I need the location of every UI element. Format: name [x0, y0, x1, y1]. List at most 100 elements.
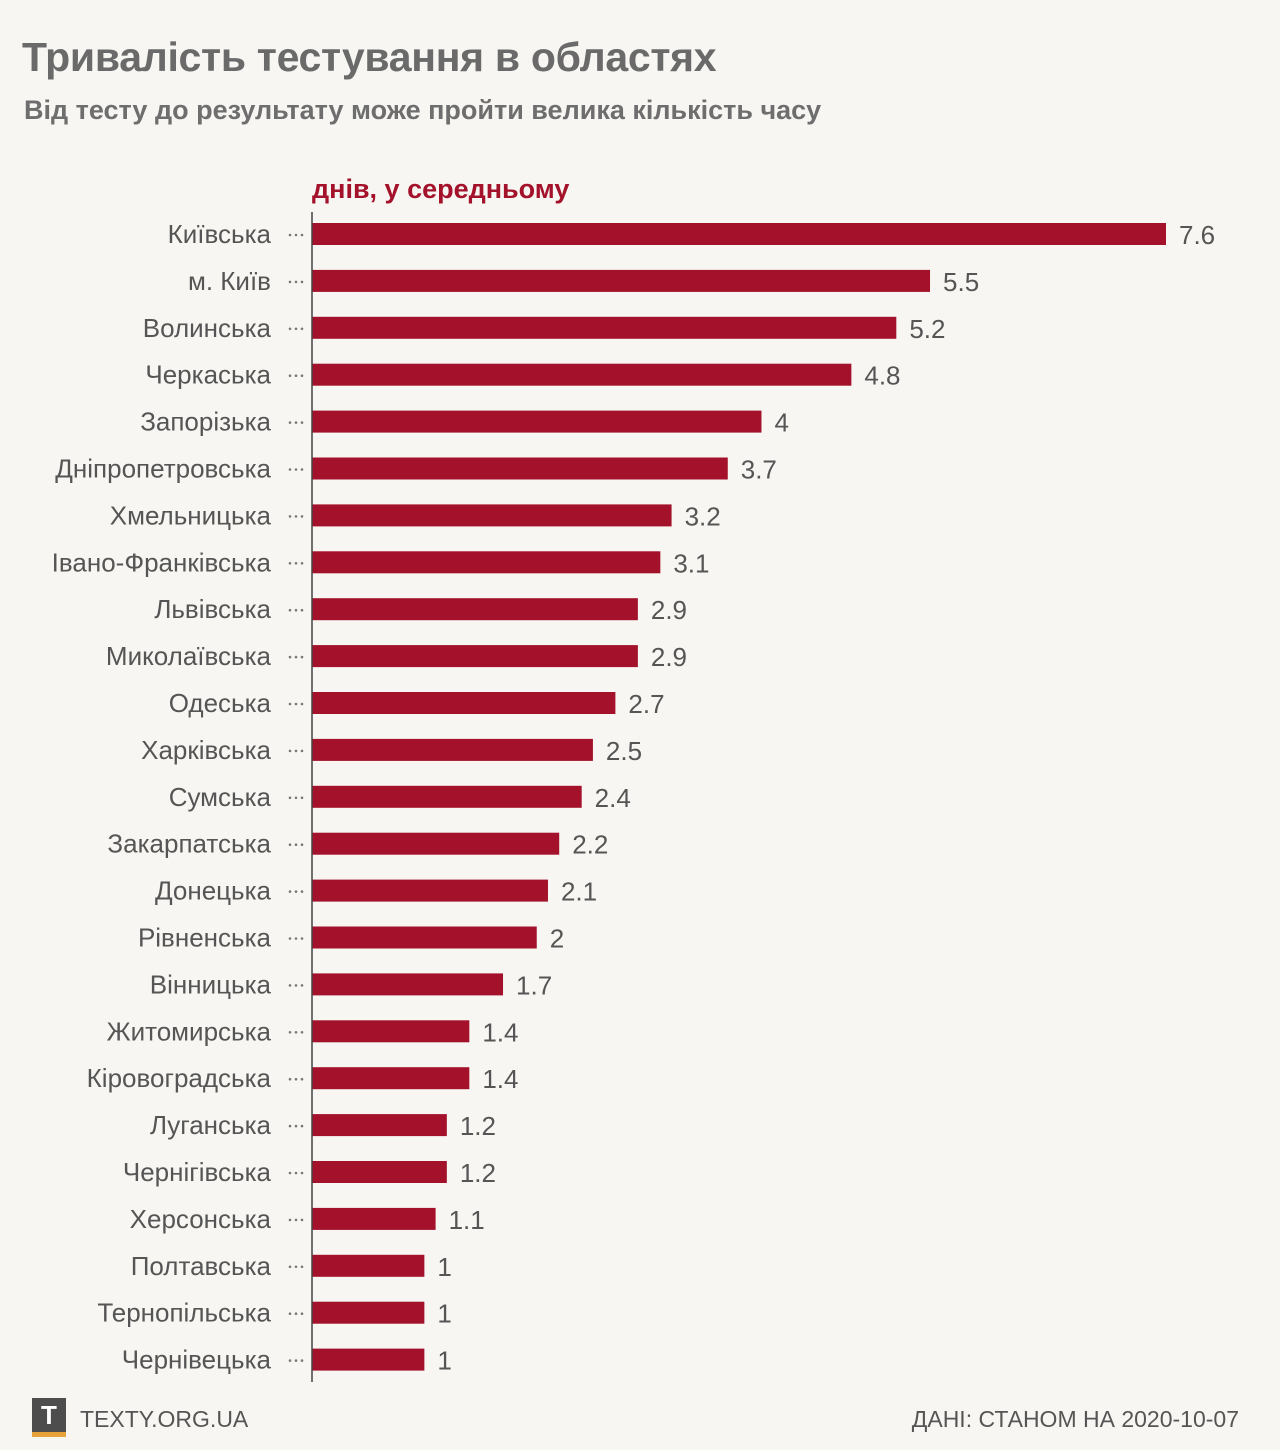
value-label: 1 [437, 1252, 451, 1282]
value-label: 1.4 [482, 1017, 518, 1047]
bar [312, 832, 560, 855]
category-label: Сумська [169, 782, 272, 812]
footer-source: ДАНІ: СТАНОМ НА 2020-10-07 [911, 1406, 1239, 1432]
bar [312, 1254, 425, 1277]
leader-dot [288, 1218, 292, 1222]
value-label: 4 [774, 408, 788, 438]
leader-dot [294, 608, 298, 612]
texty-logo: T [32, 1398, 66, 1438]
leader-dot [288, 796, 292, 800]
leader-dot [300, 1312, 304, 1315]
value-label: 1.2 [460, 1158, 496, 1188]
leader-dot [288, 655, 292, 659]
value-label: 7.6 [1179, 220, 1215, 250]
category-label: Київська [168, 219, 272, 249]
leader-dot [300, 374, 304, 378]
leader-dot [288, 1265, 292, 1269]
leader-dot [300, 1031, 304, 1034]
bar [312, 692, 616, 714]
category-label: Вінницька [150, 969, 272, 999]
leader-dot [300, 327, 304, 331]
leader-dot [294, 702, 298, 706]
leader-dot [300, 562, 304, 565]
bar [312, 1161, 447, 1183]
category-label: Хмельницька [110, 500, 272, 530]
bar [312, 316, 897, 339]
leader-dot [288, 1359, 292, 1362]
bar [312, 1114, 447, 1137]
leader-dot [294, 796, 298, 800]
value-label: 2.2 [572, 830, 608, 860]
leader-dot [288, 468, 292, 471]
bar [312, 1348, 425, 1371]
leader-dot [300, 233, 304, 237]
category-label: Закарпатська [107, 829, 271, 859]
leader-dot [288, 702, 292, 706]
leader-dot [288, 984, 292, 987]
value-label: 4.8 [864, 361, 900, 391]
leader-dot [288, 421, 292, 424]
leader-dot [288, 937, 292, 940]
category-label: Тернопільська [97, 1298, 271, 1328]
category-label: Волинська [143, 313, 272, 343]
leader-dot [300, 468, 304, 471]
category-label: Миколаївська [106, 641, 272, 671]
leader-dot [300, 421, 304, 424]
value-label: 3.7 [741, 455, 777, 485]
value-label: 2.9 [651, 642, 687, 672]
leader-dot [294, 468, 298, 471]
category-label: Херсонська [130, 1204, 272, 1234]
value-label: 1.1 [449, 1205, 485, 1235]
leader-dot [288, 374, 292, 378]
value-label: 2.1 [561, 877, 597, 907]
leader-dot [294, 421, 298, 424]
value-label: 2.9 [651, 595, 687, 625]
leader-dot [300, 655, 304, 659]
category-label: Чернівецька [122, 1345, 272, 1375]
bar [312, 1067, 470, 1090]
leader-dot [300, 1265, 304, 1269]
category-label: Рівненська [138, 923, 272, 953]
value-label: 2 [550, 924, 564, 954]
leader-dot [288, 1312, 292, 1315]
leader-dot [300, 1359, 304, 1362]
bar [312, 410, 762, 433]
leader-dot [300, 937, 304, 940]
bar [312, 785, 582, 808]
bar [312, 269, 931, 292]
category-label: Львівська [154, 594, 271, 624]
bar [312, 457, 728, 480]
leader-dot [288, 1124, 292, 1128]
category-label: м. Київ [188, 266, 271, 296]
leader-dot [300, 280, 304, 284]
leader-dot [300, 984, 304, 987]
value-label: 1.4 [482, 1064, 518, 1094]
leader-dot [300, 749, 304, 753]
category-label: Черкаська [145, 360, 271, 390]
leader-dot [300, 890, 304, 893]
leader-dot [294, 1124, 298, 1128]
leader-dot [294, 233, 298, 237]
value-label: 5.5 [943, 267, 979, 297]
category-label: Полтавська [131, 1251, 272, 1281]
logo-accent-bar [32, 1432, 66, 1437]
leader-dot [294, 280, 298, 284]
leader-dot [300, 796, 304, 800]
leader-dot [288, 1031, 292, 1034]
leader-dot [294, 1171, 298, 1175]
leader-dot [294, 374, 298, 378]
axis-unit-label: днів, у середньому [312, 174, 570, 204]
leader-dot [288, 280, 292, 284]
value-label: 2.7 [628, 689, 664, 719]
leader-dot [300, 1218, 304, 1222]
value-label: 1.7 [516, 970, 552, 1000]
leader-dot [288, 749, 292, 753]
category-label: Івано-Франківська [52, 547, 272, 577]
leader-dot [300, 1077, 304, 1081]
leader-dot [294, 749, 298, 753]
leader-dot [294, 1312, 298, 1315]
leader-dot [288, 562, 292, 565]
leader-dot [288, 843, 292, 846]
bar [312, 1207, 436, 1230]
